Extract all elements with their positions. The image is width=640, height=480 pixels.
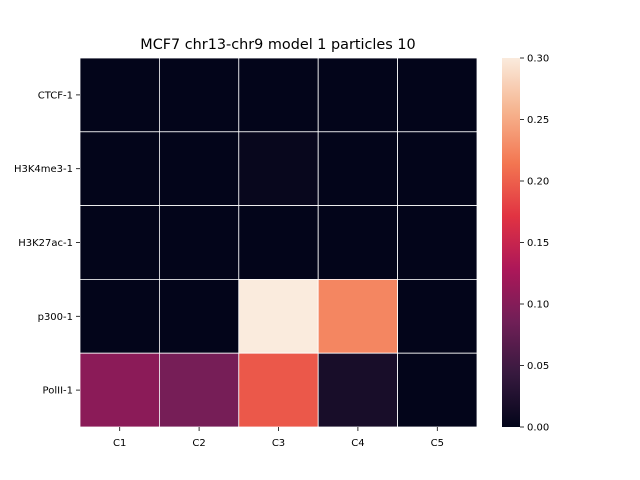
heatmap-cell [79, 57, 160, 133]
colorbar-ticks: 0.00 0.05 0.10 0.15 0.20 0.25 0.30 [520, 54, 549, 434]
heatmap-cell [238, 352, 319, 428]
heatmap-cell [158, 278, 240, 354]
heatmap-cell [317, 205, 399, 280]
x-tick-label: C4 [351, 438, 364, 449]
heatmap-cell [158, 57, 240, 133]
heatmap-cell [238, 278, 319, 354]
y-tick-label: H3K4me3-1 [14, 164, 73, 175]
colorbar-tick-label: 0.10 [527, 300, 549, 311]
colorbar-tick-label: 0.00 [527, 423, 549, 434]
heatmap-cell [397, 131, 478, 207]
heatmap-cell [79, 205, 160, 280]
heatmap-cell [238, 131, 319, 207]
x-tick-labels: C1 C2 C3 C4 C5 [113, 427, 444, 449]
heatmap-cell [158, 352, 240, 428]
colorbar-tick-label: 0.30 [527, 54, 549, 65]
heatmap-cell [397, 205, 478, 280]
heatmap-cell [317, 352, 399, 428]
x-tick-label: C5 [431, 438, 444, 449]
y-tick-label: H3K27ac-1 [18, 238, 73, 249]
heatmap-cell [79, 352, 160, 428]
heatmap-cell [317, 131, 399, 207]
x-tick-label: C1 [113, 438, 126, 449]
colorbar-tick-label: 0.05 [527, 361, 549, 372]
heatmap-cell [238, 57, 319, 133]
y-tick-label: p300-1 [38, 312, 73, 323]
y-tick-label: CTCF-1 [38, 90, 73, 101]
x-tick-label: C3 [272, 438, 285, 449]
heatmap-cells [79, 57, 478, 428]
chart-title: MCF7 chr13-chr9 model 1 particles 10 [140, 37, 415, 53]
heatmap-cell [397, 352, 478, 428]
colorbar [502, 58, 520, 427]
heatmap-cell [397, 278, 478, 354]
x-tick-label: C2 [192, 438, 205, 449]
heatmap-cell [79, 278, 160, 354]
y-tick-label: PolII-1 [43, 386, 73, 397]
heatmap-cell [158, 131, 240, 207]
heatmap-cell [238, 205, 319, 280]
y-tick-labels: CTCF-1 H3K4me3-1 H3K27ac-1 p300-1 PolII-1 [14, 90, 80, 397]
heatmap-cell [158, 205, 240, 280]
heatmap-cell [317, 57, 399, 133]
colorbar-tick-label: 0.15 [527, 238, 549, 249]
colorbar-tick-label: 0.25 [527, 115, 549, 126]
heatmap-cell [79, 131, 160, 207]
heatmap-cell [317, 278, 399, 354]
heatmap-cell [397, 57, 478, 133]
colorbar-tick-label: 0.20 [527, 177, 549, 188]
